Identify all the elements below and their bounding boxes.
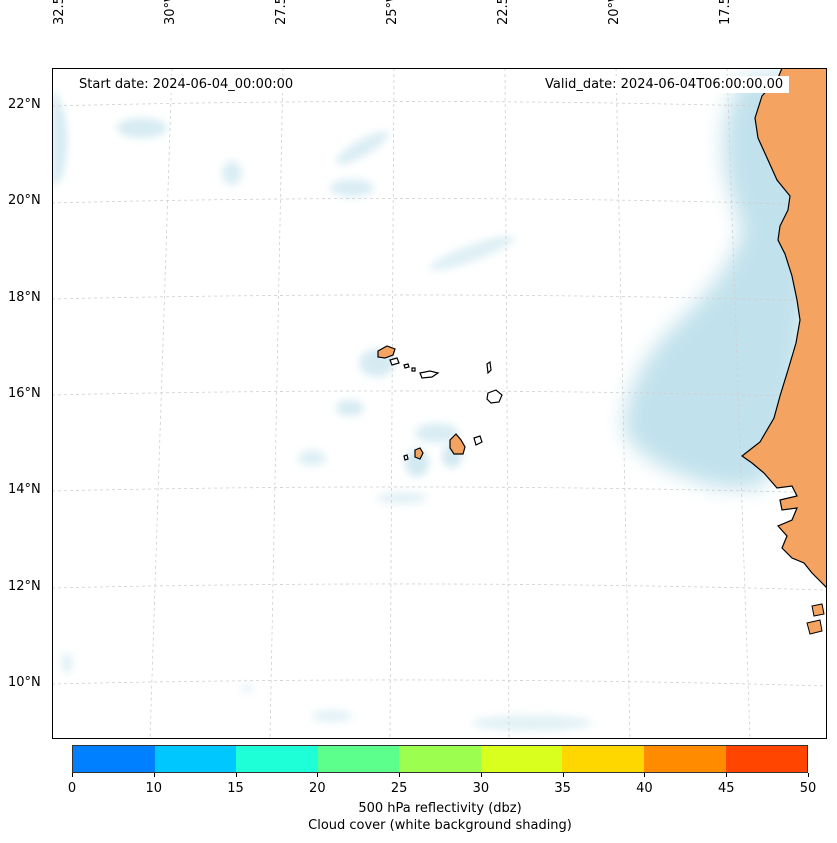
colorbar-sublabel: Cloud cover (white background shading) (308, 818, 572, 833)
colorbar-tick-mark (562, 773, 564, 777)
lon-label-17-5w: 17.5°W (718, 0, 733, 25)
lon-label-32-5w: 32.5°W (52, 0, 67, 25)
colorbar-tick-label: 35 (554, 781, 571, 796)
colorbar-tick-mark (480, 773, 482, 777)
colorbar-tick-mark (72, 773, 73, 777)
colorbar-tick-label: 45 (717, 781, 735, 796)
map-panel (52, 68, 827, 739)
lon-label-25w: 25°W (385, 0, 400, 25)
lon-label-30w: 30°W (163, 0, 178, 25)
colorbar-tick-label: 20 (309, 781, 326, 796)
lon-label-20w: 20°W (607, 0, 622, 25)
colorbar-label: 500 hPa reflectivity (dbz) (358, 801, 522, 816)
lon-label-27-5w: 27.5°W (274, 0, 289, 25)
lat-label-20n: 20°N (8, 193, 41, 208)
colorbar-tick-label: 25 (390, 781, 408, 796)
african-mainland (740, 68, 827, 589)
lat-label-18n: 18°N (8, 290, 41, 305)
colorbar-tick-label: 15 (227, 781, 244, 796)
lon-label-22-5w: 22.5°W (496, 0, 511, 25)
lat-label-12n: 12°N (8, 579, 41, 594)
colorbar-tick-label: 40 (636, 781, 653, 796)
start-date-label: Start date: 2024-06-04_00:00:00 (73, 76, 300, 93)
colorbar-tick-mark (317, 773, 319, 777)
colorbar-segment-4 (399, 746, 481, 772)
colorbar-tick-mark (399, 773, 401, 777)
colorbar-segment-3 (317, 746, 400, 772)
colorbar (72, 745, 808, 773)
cape-verde-islands (377, 345, 503, 461)
colorbar-tick-mark (153, 773, 155, 777)
colorbar-tick-mark (808, 773, 809, 777)
lat-label-22n: 22°N (8, 97, 41, 112)
colorbar-segment-1 (154, 746, 237, 772)
graticule (52, 68, 827, 739)
colorbar-segment-2 (236, 746, 318, 772)
lat-label-10n: 10°N (8, 675, 41, 690)
coast-islands (806, 603, 825, 635)
colorbar-tick-mark (726, 773, 728, 777)
colorbar-segment-7 (643, 746, 726, 772)
lat-label-14n: 14°N (8, 482, 41, 497)
lat-label-16n: 16°N (8, 386, 41, 401)
colorbar-tick-mark (644, 773, 646, 777)
colorbar-segment-0 (73, 746, 155, 772)
colorbar-tick-label: 10 (145, 781, 163, 796)
colorbar-tick-label: 30 (472, 781, 490, 796)
colorbar-tick-mark (235, 773, 237, 777)
colorbar-tick-label: 50 (799, 781, 817, 796)
colorbar-tick-label: 0 (67, 781, 77, 796)
colorbar-segment-8 (725, 746, 808, 772)
colorbar-segment-5 (480, 746, 563, 772)
colorbar-segment-6 (562, 746, 644, 772)
valid-date-label: Valid_date: 2024-06-04T06:00:00.00 (539, 76, 790, 93)
